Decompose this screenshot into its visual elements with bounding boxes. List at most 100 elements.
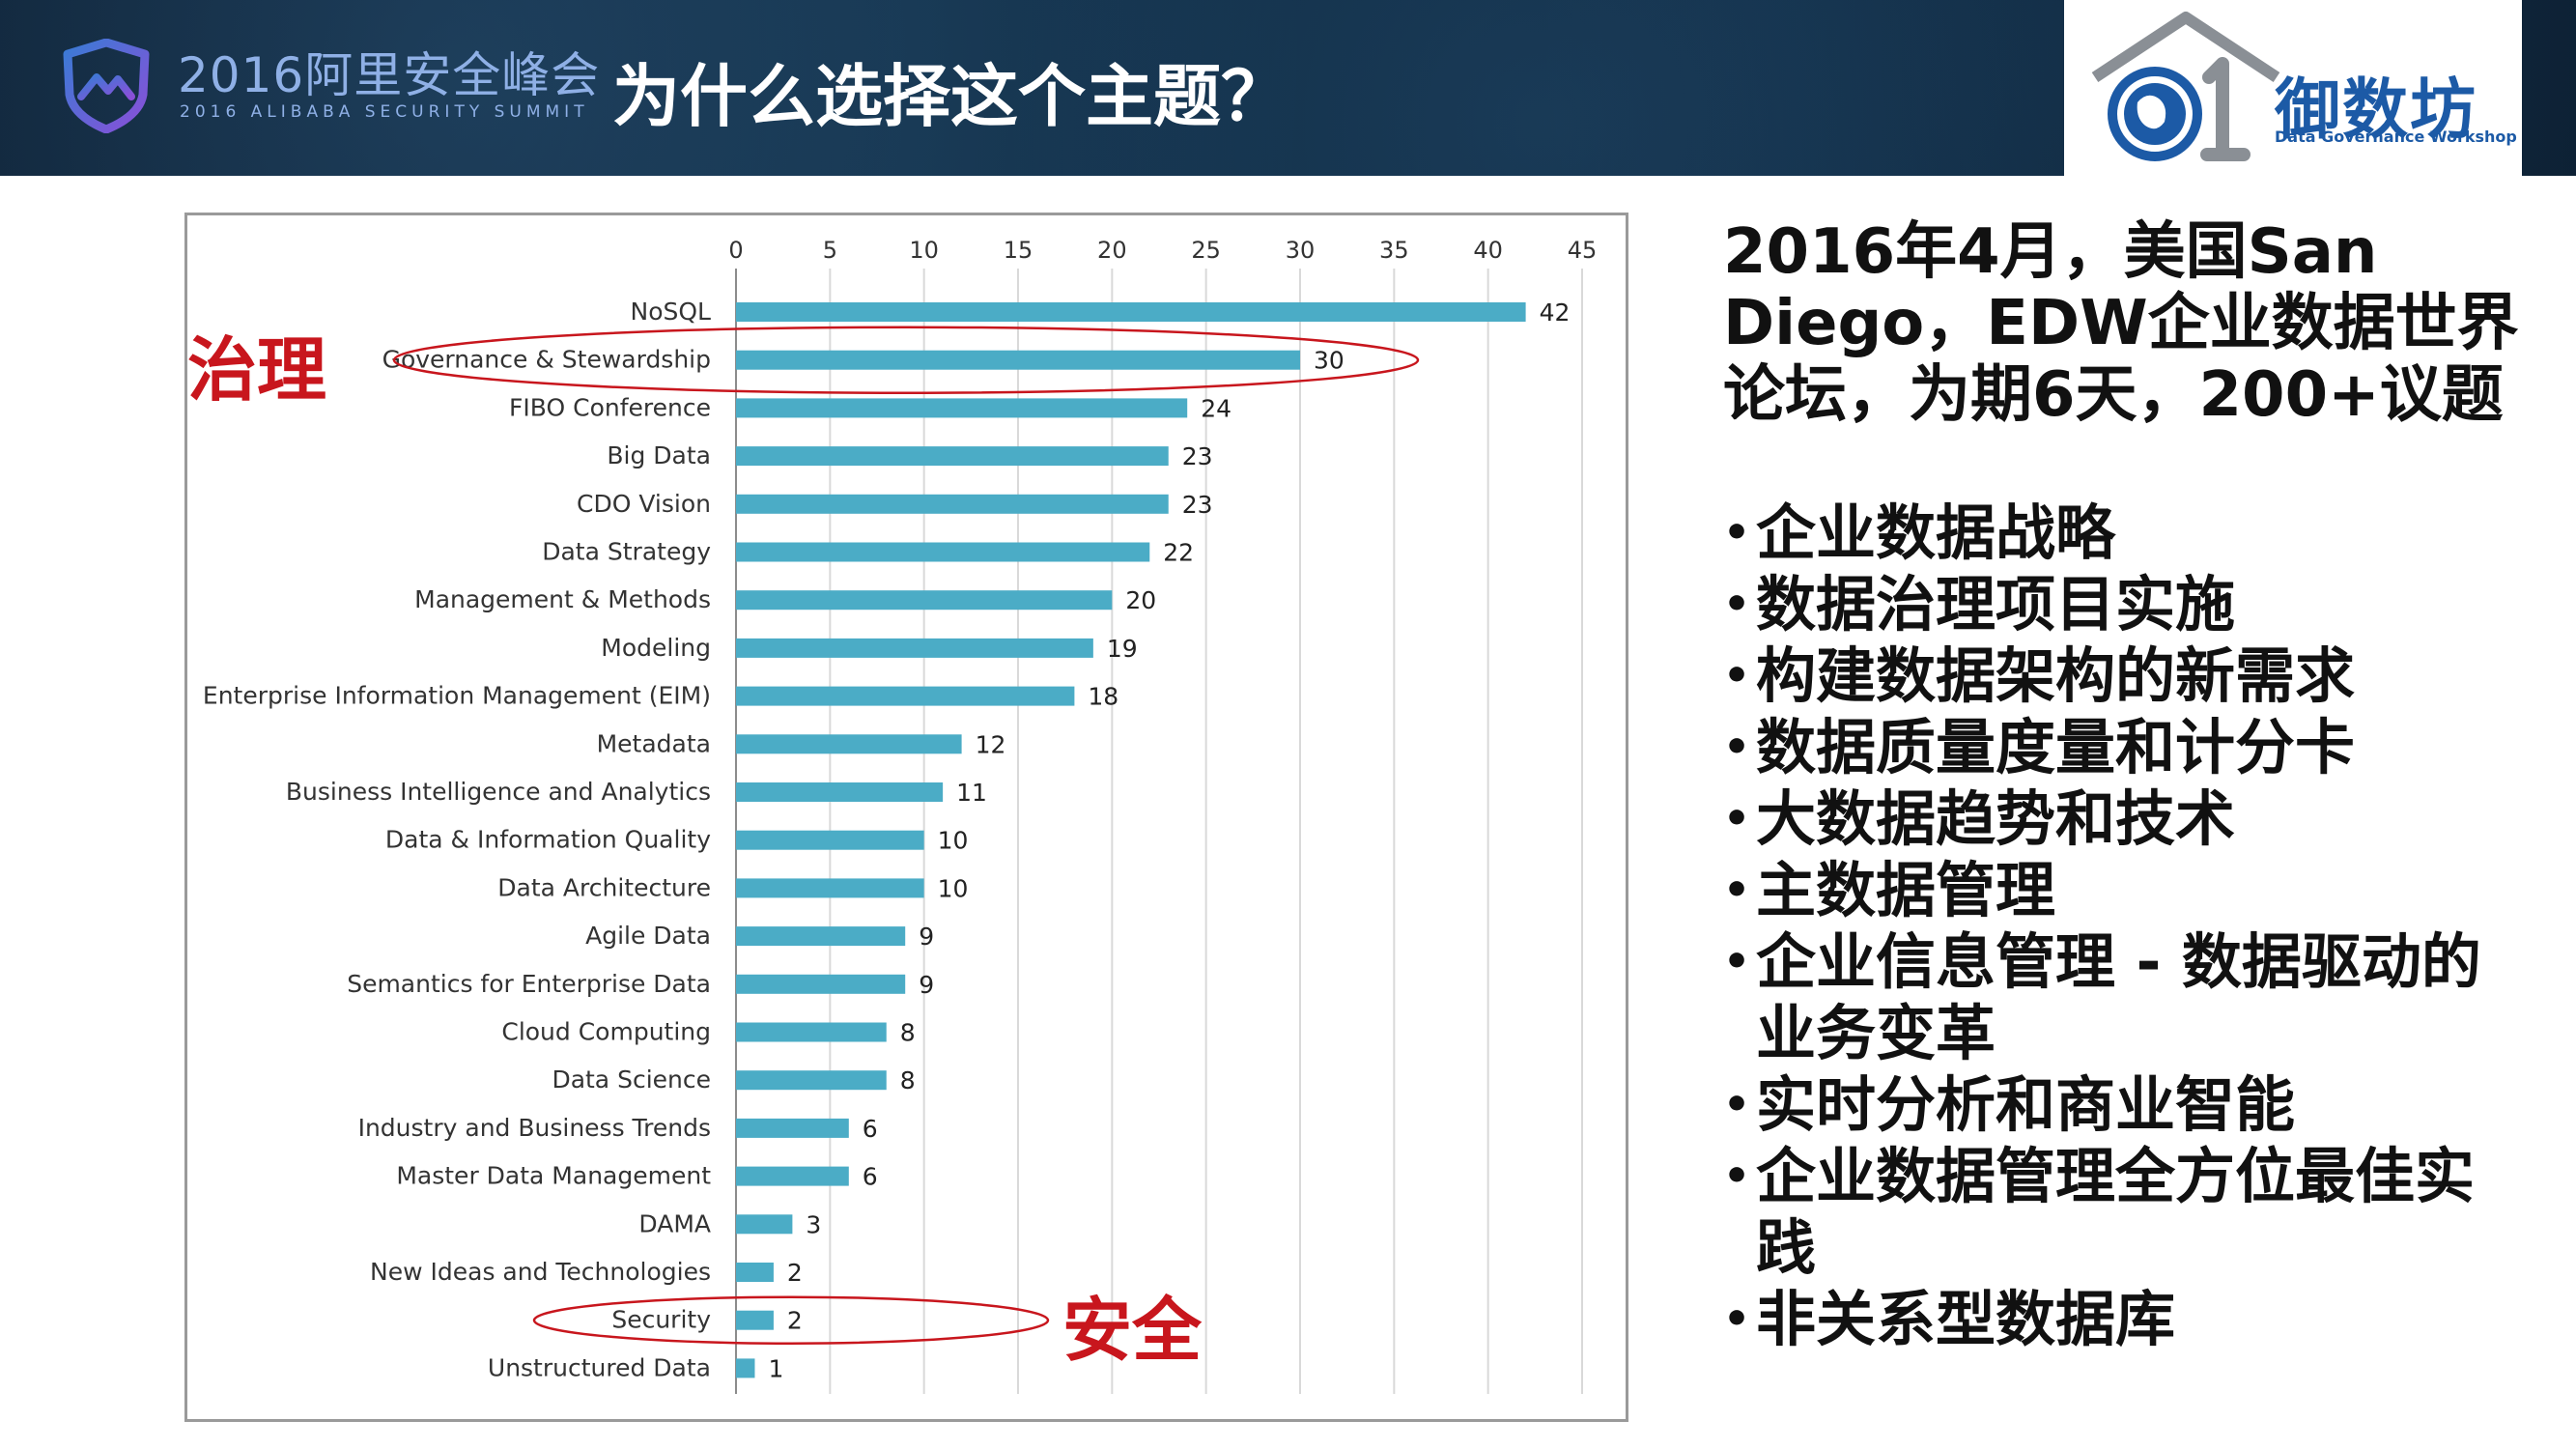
data-label: 24 [1201,394,1231,422]
category-label: Enterprise Information Management (EIM) [203,682,711,710]
category-label: Big Data [607,441,711,469]
data-label: 20 [1125,586,1156,614]
highlight-ellipse [532,1295,1050,1345]
bar [736,590,1113,611]
chart-frame: 0 5 10 15 20 25 30 35 40 45 NoSQL 42 Governance & St… [184,213,1628,1422]
data-label: 30 [1314,347,1345,375]
annotation-security: 安全 [1062,1290,1203,1371]
x-tick-label: 15 [1004,237,1033,264]
bar [736,638,1093,658]
summit-brand-name: 2016阿里安全峰会 [178,47,601,103]
data-label: 9 [919,923,934,951]
topic-list-item: 数据质量度量和计分卡 [1723,712,2496,783]
category-label: Data & Information Quality [385,826,711,854]
category-label: Master Data Management [396,1162,711,1190]
category-label: Cloud Computing [501,1018,711,1046]
topic-list-item: 实时分析和商业智能 [1723,1069,2496,1141]
bar [736,926,906,947]
bar [736,1358,755,1378]
data-label: 23 [1182,442,1213,470]
x-tick-label: 45 [1568,237,1598,264]
category-label: Business Intelligence and Analytics [286,778,711,806]
data-label: 18 [1088,683,1118,711]
x-tick-label: 40 [1473,237,1503,264]
category-label: Data Architecture [497,873,711,901]
data-label: 12 [976,730,1006,758]
category-label: Governance & Stewardship [382,346,711,374]
bar [736,302,1526,322]
bar [736,686,1075,706]
bar [736,446,1169,467]
topic-list-item: 非关系型数据库 [1723,1284,2496,1355]
bar [736,782,944,802]
bar [736,1310,774,1330]
category-label: FIBO Conference [509,393,711,421]
category-label: CDO Vision [577,490,711,518]
category-label: Unstructured Data [488,1353,711,1381]
category-label: Agile Data [585,922,711,950]
data-label: 6 [863,1115,878,1143]
bar [736,1118,849,1138]
topic-list-item: 构建数据架构的新需求 [1723,640,2496,712]
data-label: 1 [768,1354,783,1382]
data-label: 8 [900,1019,916,1047]
category-label: Security [611,1306,711,1334]
summit-shield-logo-icon [63,39,150,133]
topic-list-item: 企业数据战略 [1723,497,2496,569]
data-label: 2 [787,1259,803,1287]
bar [736,1214,793,1235]
data-label: 3 [806,1210,821,1238]
x-tick-label: 35 [1379,237,1409,264]
topic-list-item: 数据治理项目实施 [1723,569,2496,640]
topic-list-item: 主数据管理 [1723,855,2496,926]
bar [736,1263,774,1282]
x-tick-label: 0 [728,237,743,264]
category-label: Semantics for Enterprise Data [347,970,711,998]
bar [736,494,1169,514]
category-label: Modeling [601,634,711,662]
data-label: 19 [1107,635,1138,663]
bar [736,1070,887,1091]
data-label: 6 [863,1163,878,1191]
data-label: 2 [787,1307,803,1335]
header-banner: 2016阿里安全峰会 2016 ALIBABA SECURITY SUMMIT … [0,0,2576,176]
x-tick-label: 10 [909,237,939,264]
data-label: 11 [956,779,987,807]
data-label: 22 [1163,539,1194,567]
bar [736,734,962,754]
category-label: Data Science [552,1065,711,1094]
topic-count-bar-chart: 0 5 10 15 20 25 30 35 40 45 NoSQL 42 Governance & St… [203,237,1598,1394]
data-label: 42 [1540,298,1571,327]
data-label: 10 [938,827,969,855]
highlight-ellipse [392,326,1420,394]
topic-list-item: 企业信息管理 - 数据驱动的业务变革 [1723,926,2496,1069]
x-tick-label: 30 [1286,237,1316,264]
bar [736,830,924,850]
x-tick-label: 25 [1191,237,1221,264]
bar [736,350,1300,370]
category-label: Metadata [597,729,711,757]
partner-brand-name: 御数坊 [2275,72,2478,149]
house-globe-logo-icon [2091,12,2280,161]
category-label: DAMA [638,1209,711,1237]
topic-list: 企业数据战略数据治理项目实施构建数据架构的新需求数据质量度量和计分卡大数据趋势和… [1723,497,2496,1355]
topic-list-item: 企业数据管理全方位最佳实践 [1723,1141,2496,1284]
data-label: 23 [1182,491,1213,519]
intro-text: 2016年4月，美国San Diego，EDW企业数据世界论坛，为期6天，200… [1723,216,2519,431]
category-label: Industry and Business Trends [358,1114,711,1142]
bar [736,974,906,994]
category-label: NoSQL [631,298,712,326]
partner-logo: 御数坊 Data Governance Workshop [2064,0,2522,176]
data-label: 8 [900,1066,916,1094]
bar [736,1166,849,1186]
x-tick-label: 5 [823,237,837,264]
data-label: 10 [938,874,969,902]
x-tick-label: 20 [1097,237,1127,264]
data-label: 9 [919,971,934,999]
bar [736,542,1150,562]
category-label: Data Strategy [542,538,711,566]
summit-brand-subtitle: 2016 ALIBABA SECURITY SUMMIT [180,102,589,122]
bar [736,878,924,898]
topic-list-item: 大数据趋势和技术 [1723,783,2496,855]
partner-brand-tagline: Data Governance Workshop [2275,128,2517,146]
